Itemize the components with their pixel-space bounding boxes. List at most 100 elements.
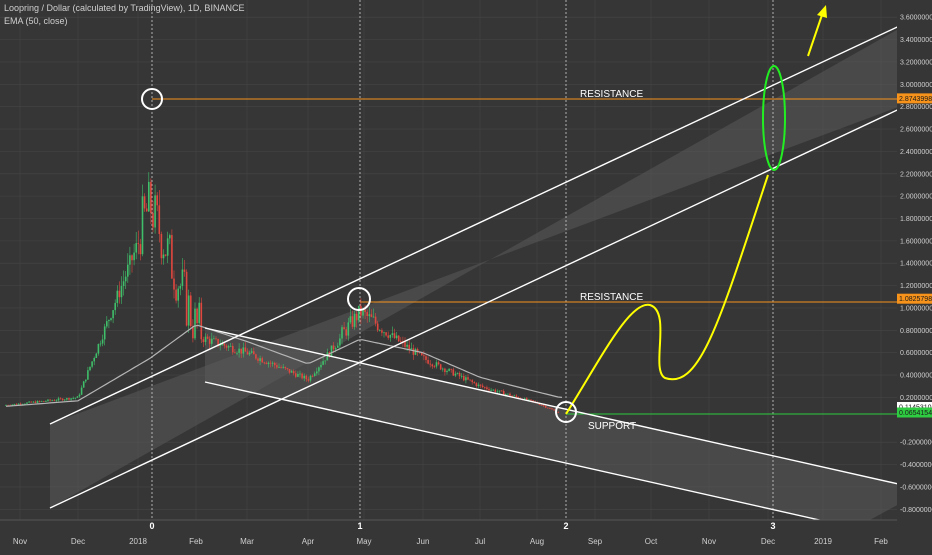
candle-body [124, 276, 127, 282]
candle-body [467, 377, 469, 380]
candle-body [169, 235, 171, 239]
x-tick-label: Feb [874, 537, 888, 546]
candle-body [267, 362, 270, 364]
candle-body [410, 348, 413, 350]
candle-body [259, 358, 261, 361]
candle-body [129, 255, 131, 265]
time-axis[interactable]: Nov Dec 2018 Feb Mar Apr May Jun Jul Aug Sep Oct Nov… [13, 537, 889, 546]
candle-body [547, 407, 549, 409]
falling-channel-upper [204, 327, 926, 491]
candle-body [358, 305, 360, 321]
price-tag-label: 0.0654154 [899, 410, 932, 417]
candle-body [416, 349, 419, 353]
x-tick-label: Oct [645, 537, 658, 546]
y-tick-label: 2.2000000 [900, 171, 932, 178]
candle-body [28, 401, 30, 403]
candle-body [334, 347, 337, 350]
candle-body [55, 400, 58, 402]
candle-body [376, 323, 379, 331]
candle-body [141, 196, 144, 255]
x-tick-label: Feb [189, 537, 203, 546]
candle-body [549, 408, 551, 409]
candle-body [471, 380, 473, 383]
cycle-marker-1: 1 [357, 521, 362, 531]
candle-body [290, 371, 293, 373]
resistance-label-upper: RESISTANCE [580, 89, 643, 100]
candle-body [99, 343, 102, 345]
candle-body [454, 373, 457, 376]
y-tick-label: 2.6000000 [900, 127, 932, 134]
candle-body [431, 364, 434, 367]
candle-body [530, 399, 532, 401]
candle-body [557, 411, 560, 413]
price-axis[interactable]: 3.6000000 3.4000000 3.2000000 3.0000000 2.80… [900, 15, 932, 514]
x-tick-label: Aug [530, 537, 544, 546]
candle-body [408, 344, 410, 350]
candle-body [484, 387, 486, 388]
candle-body [414, 349, 417, 355]
arrow-shaft [807, 11, 824, 57]
candle-body [343, 327, 345, 330]
candle-body [318, 367, 320, 372]
candle-body [215, 338, 217, 340]
x-tick-label: Jul [475, 537, 485, 546]
candle-body [137, 243, 140, 245]
y-tick-label: 3.2000000 [900, 59, 932, 66]
candle-body [295, 373, 297, 377]
candle-body [213, 338, 215, 340]
candle-body [192, 326, 194, 339]
candle-body [324, 360, 326, 362]
cycle-marker-2: 2 [563, 521, 568, 531]
y-tick-label: 1.6000000 [900, 238, 932, 245]
candle-body [250, 351, 253, 353]
candle-body [196, 308, 198, 324]
rising-channel-upper [49, 13, 926, 425]
candle-body [311, 375, 314, 377]
candle-body [202, 339, 205, 343]
markers [141, 65, 786, 423]
candle-body [444, 368, 446, 373]
x-tick-label: May [356, 537, 371, 546]
candle-body [362, 309, 364, 316]
price-tag-label: 2.8743998 [899, 96, 932, 103]
candle-body [133, 252, 135, 261]
candle-body [187, 295, 190, 326]
candle-body [72, 398, 74, 399]
candle-body [421, 352, 423, 356]
y-tick-label: 1.2000000 [900, 283, 932, 290]
candle-body [53, 400, 56, 402]
candle-body [475, 383, 478, 387]
candle-body [526, 398, 528, 401]
candle-body [418, 352, 421, 354]
candle-body [217, 338, 219, 346]
candle-body [532, 400, 534, 402]
candle-body [351, 316, 354, 327]
candle-body [13, 403, 16, 405]
candle-body [303, 375, 305, 379]
candle-body [278, 367, 280, 368]
candle-body [87, 370, 89, 380]
candle-body [481, 385, 484, 388]
candle-body [221, 343, 224, 346]
candle-body [61, 398, 64, 401]
candle-body [502, 391, 505, 395]
candle-body [477, 384, 480, 387]
candle-body [198, 302, 200, 324]
candle-body [339, 338, 341, 346]
candle-body [286, 368, 289, 369]
candle-body [299, 373, 301, 375]
candle-body [492, 389, 494, 391]
candle-body [389, 334, 392, 338]
candle-body [316, 371, 318, 374]
price-axis-bg [897, 0, 932, 550]
candle-body [131, 255, 133, 261]
candle-body [460, 375, 463, 377]
candle-body [103, 326, 106, 340]
candle-body [500, 390, 503, 392]
candle-body [353, 313, 356, 327]
falling-channel-fill [205, 328, 925, 528]
candle-body [244, 347, 247, 352]
x-tick-label: Nov [702, 537, 716, 546]
